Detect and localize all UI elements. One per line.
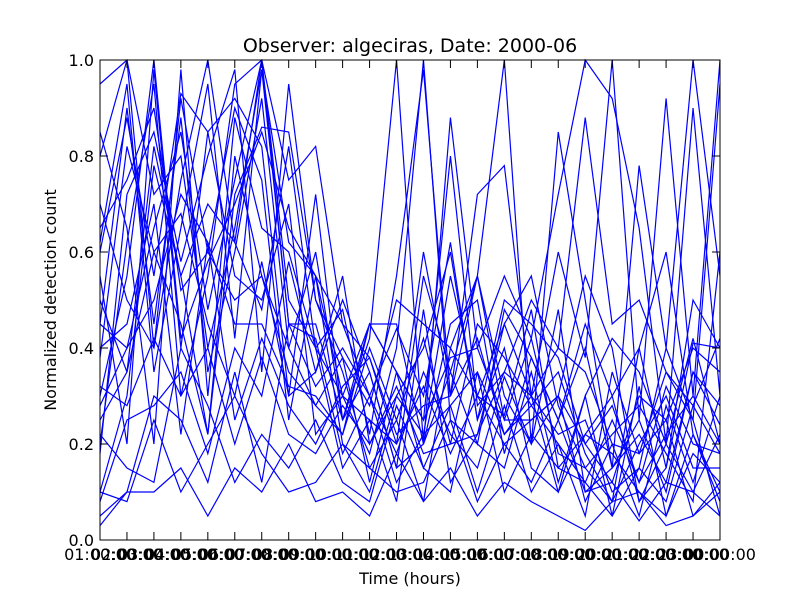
series-line-13	[99, 251, 721, 502]
x-tick-label: 07:00:00	[226, 545, 298, 564]
y-tick-label: 0.2	[69, 435, 94, 454]
x-tick-label: 01:00:00	[64, 545, 136, 564]
y-axis-label: Normalized detection count	[41, 189, 60, 411]
series-line-12	[99, 155, 721, 485]
x-tick-label: 19:00:00	[549, 545, 621, 564]
x-tick-label: 14:00:00	[415, 545, 487, 564]
x-tick-label: 11:00:00	[334, 545, 406, 564]
y-tick-label: 0.0	[69, 531, 94, 550]
x-tick-label: 13:00:00	[388, 545, 460, 564]
x-tick-label: 16:00:00	[468, 545, 540, 564]
series-layer	[99, 58, 721, 532]
plot-frame	[99, 59, 721, 541]
y-tick-label: 0.4	[69, 339, 94, 358]
series-line-19	[99, 442, 721, 532]
x-tick-label: 09:00:00	[280, 545, 352, 564]
x-tick-label: 10:00:00	[307, 545, 379, 564]
y-tick-label: 0.6	[69, 243, 94, 262]
series-line-17	[99, 346, 721, 518]
series-line-23	[99, 59, 721, 423]
x-axis-label: Time (hours)	[358, 569, 461, 588]
series-line-24	[99, 107, 721, 504]
series-line-15	[99, 336, 721, 518]
chart-title: Observer: algeciras, Date: 2000-06	[243, 35, 577, 57]
x-tick-label: 05:00:00	[172, 545, 244, 564]
x-tick-label: 17:00:00	[495, 545, 567, 564]
x-tick-label: 08:00:00	[253, 545, 325, 564]
x-tick-label: 18:00:00	[522, 545, 594, 564]
x-tick-label: 23:00:00	[657, 545, 729, 564]
x-tick-label: 15:00:00	[441, 545, 513, 564]
y-tick-label: 0.8	[69, 147, 94, 166]
x-tick-label: 03:00:00	[118, 545, 190, 564]
series-line-8	[99, 192, 721, 519]
series-line-21	[99, 58, 721, 445]
series-line-1	[99, 58, 721, 484]
x-tick-label: 04:00:00	[145, 545, 217, 564]
series-line-7	[99, 59, 721, 518]
series-line-25	[99, 59, 721, 469]
x-tick-label: 22:00:00	[630, 545, 702, 564]
series-line-22	[99, 59, 721, 469]
x-tick-label: 12:00:00	[361, 545, 433, 564]
x-tick-label: 20:00:00	[576, 545, 648, 564]
x-tick-label: 21:00:00	[603, 545, 675, 564]
x-tick-label: 06:00:00	[199, 545, 271, 564]
x-tick-label: 02:00:00	[91, 545, 163, 564]
y-tick-label: 1.0	[69, 51, 94, 70]
series-line-18	[99, 394, 721, 522]
ticks-layer: 0.0 0.2 0.4 0.6 0.8 1.0 02:00:0004:00:0006:00:…	[64, 51, 756, 564]
series-line-16	[99, 323, 721, 519]
x-tick-label: 00:00:00	[684, 545, 756, 564]
